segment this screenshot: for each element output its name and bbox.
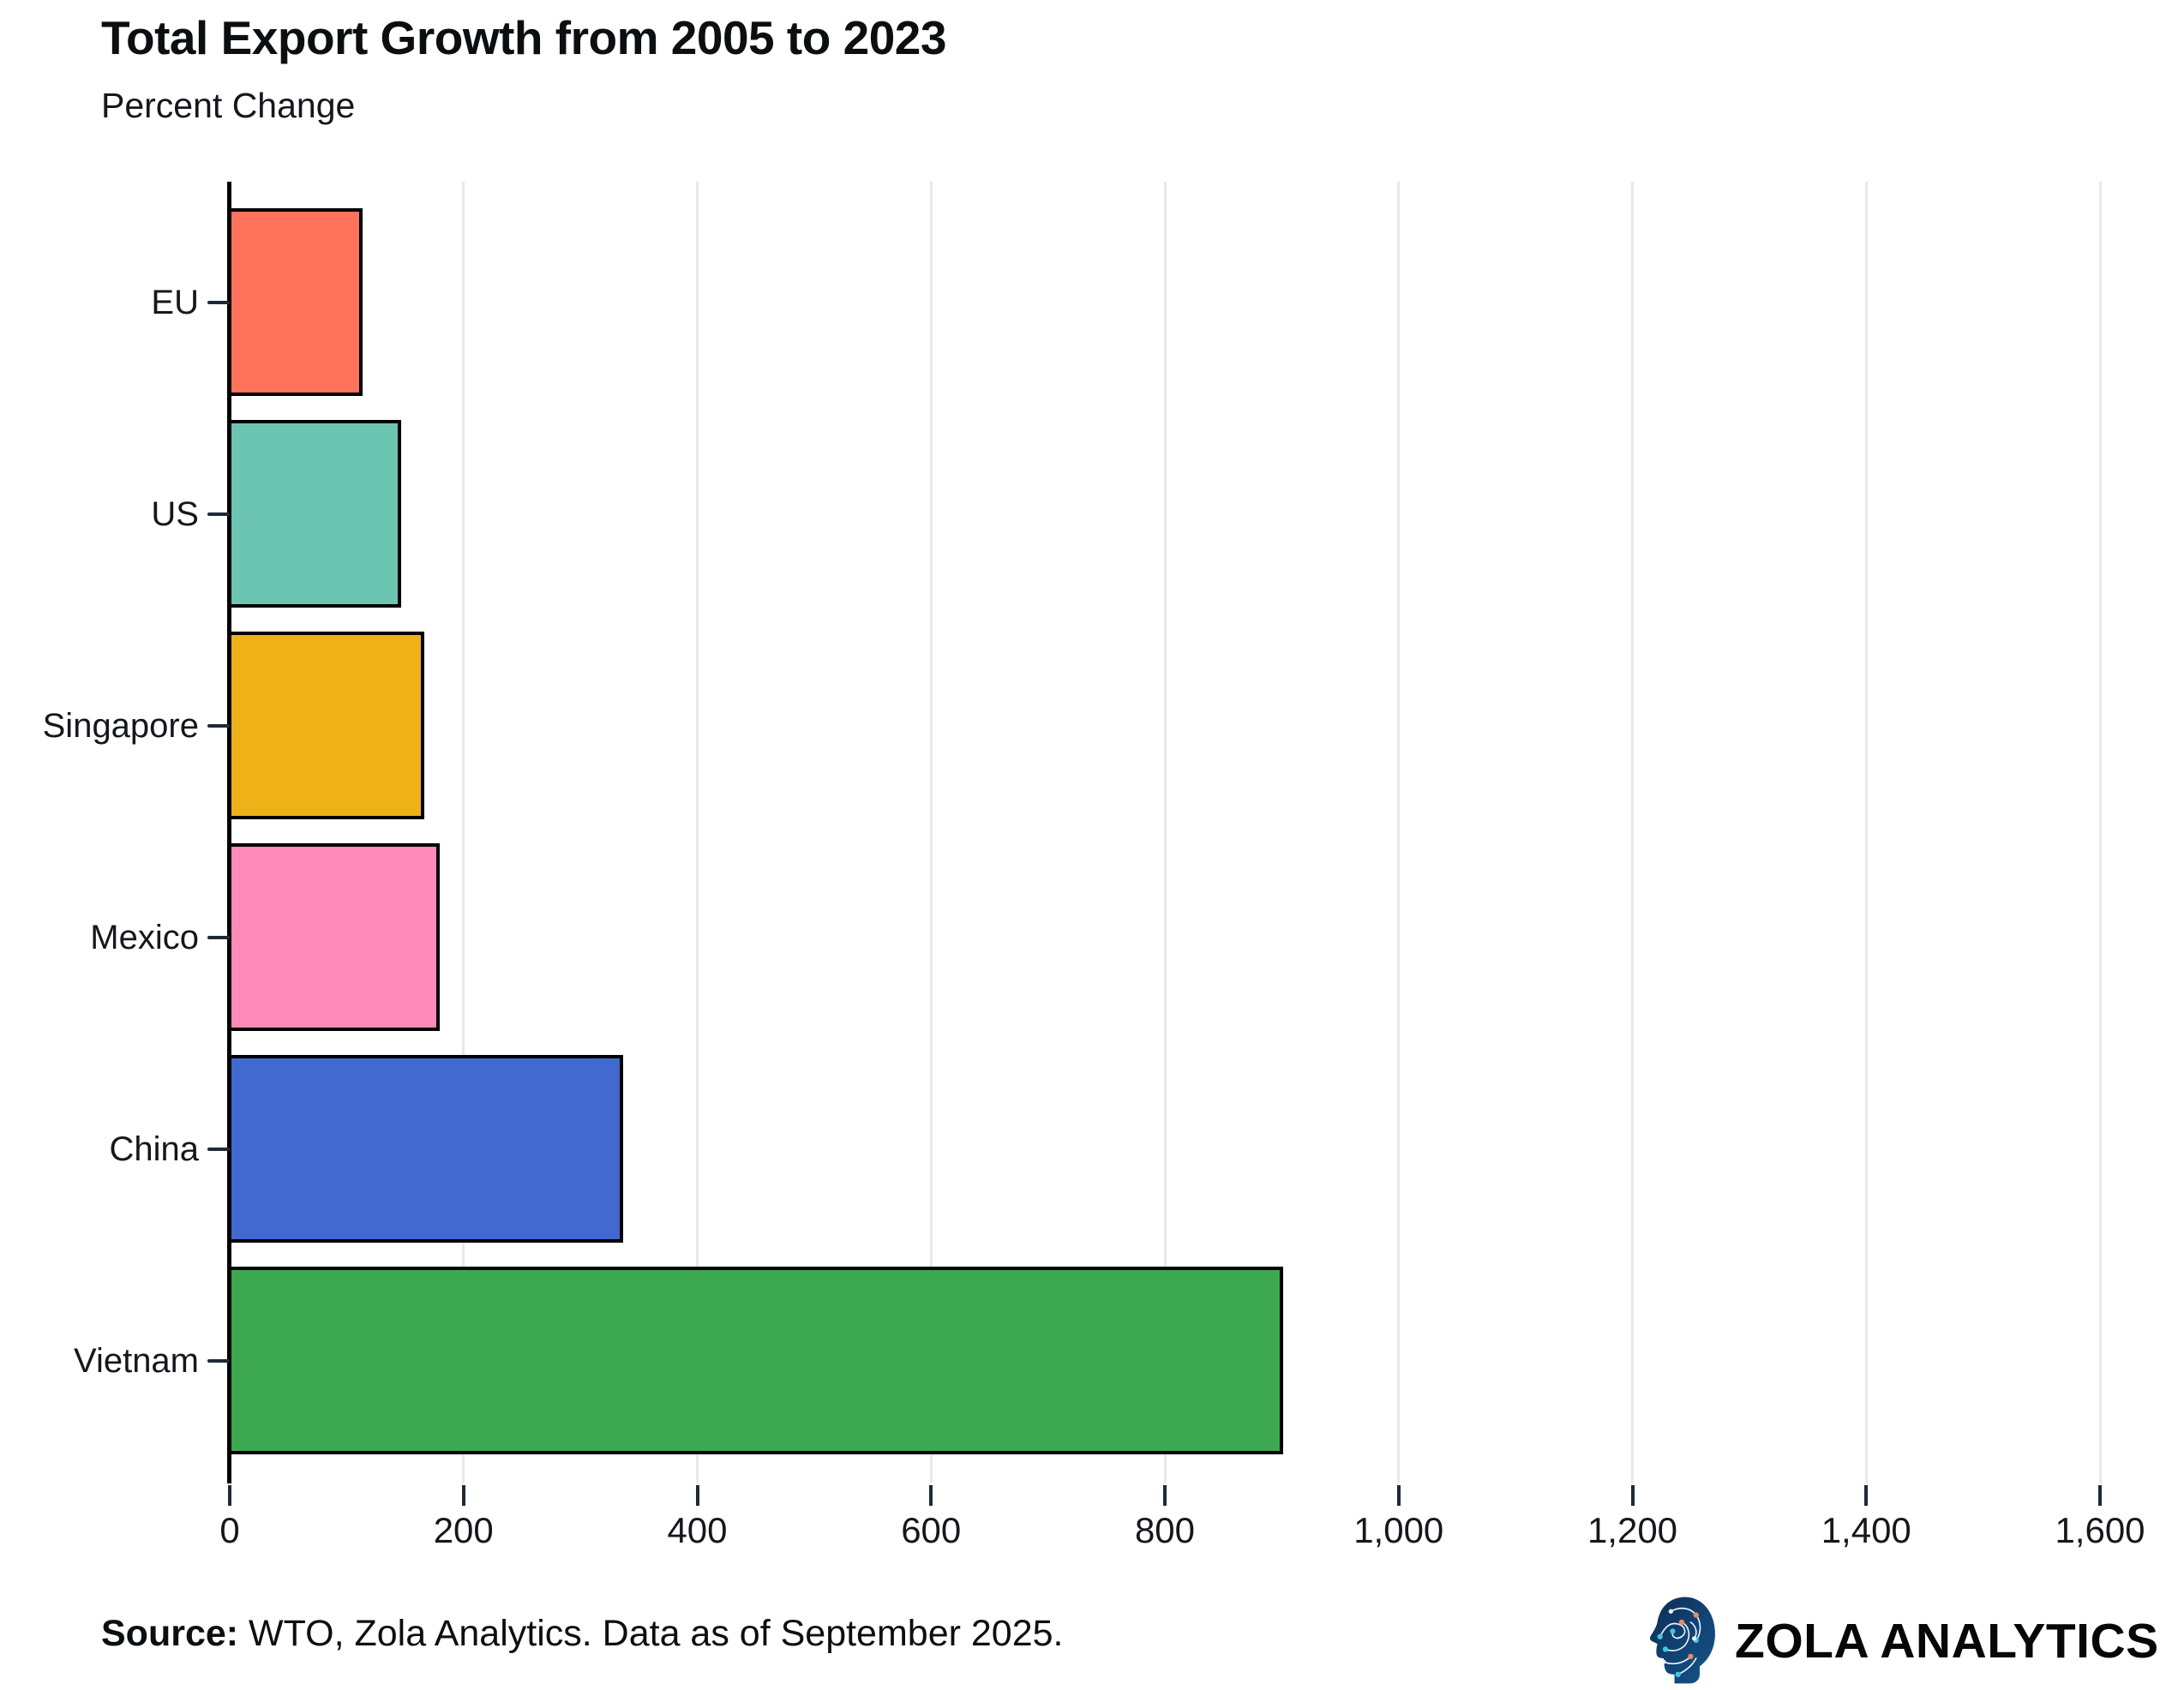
y-label-china: China (109, 1130, 199, 1168)
source-note: Source: WTO, Zola Analytics. Data as of … (101, 1613, 1064, 1655)
x-label-400: 400 (667, 1510, 728, 1550)
chart-subtitle: Percent Change (101, 86, 356, 125)
gridline-800 (1163, 182, 1167, 1483)
x-tick-1200 (1630, 1485, 1635, 1506)
brand-logo: ZOLA ANALYTICS (1647, 1594, 2159, 1688)
gridline-400 (696, 182, 699, 1483)
y-label-eu: EU (151, 283, 199, 321)
x-tick-600 (929, 1485, 933, 1506)
bar-us (228, 420, 401, 608)
y-tick-vietnam (207, 1358, 230, 1363)
x-label-600: 600 (901, 1510, 962, 1550)
x-tick-0 (228, 1485, 231, 1506)
x-tick-200 (461, 1485, 465, 1506)
y-tick-eu (207, 300, 230, 304)
x-tick-1600 (2098, 1485, 2102, 1506)
gridline-600 (929, 182, 933, 1483)
source-label: Source: (101, 1613, 239, 1654)
x-tick-1400 (1864, 1485, 1869, 1506)
y-tick-china (207, 1147, 230, 1151)
y-label-singapore: Singapore (42, 706, 199, 745)
x-label-1400: 1,400 (1821, 1510, 1911, 1550)
x-label-200: 200 (433, 1510, 494, 1550)
bar-china (228, 1055, 623, 1243)
y-label-vietnam: Vietnam (73, 1341, 199, 1380)
y-label-us: US (151, 494, 199, 533)
x-label-1600: 1,600 (2055, 1510, 2145, 1550)
bar-singapore (228, 632, 425, 819)
gridline-1000 (1397, 182, 1401, 1483)
y-tick-mexico (207, 935, 230, 939)
bar-vietnam (228, 1267, 1284, 1454)
gridline-200 (462, 182, 465, 1483)
x-label-1000: 1,000 (1353, 1510, 1444, 1550)
x-label-800: 800 (1134, 1510, 1196, 1550)
bar-eu (228, 208, 363, 396)
source-text: WTO, Zola Analytics. Data as of Septembe… (238, 1613, 1064, 1654)
bar-mexico (228, 843, 440, 1031)
y-tick-singapore (207, 723, 230, 728)
x-label-1200: 1,200 (1587, 1510, 1678, 1550)
gridline-1600 (2098, 182, 2102, 1483)
x-tick-1000 (1396, 1485, 1401, 1506)
y-tick-us (207, 512, 230, 516)
x-label-0: 0 (219, 1510, 240, 1550)
brand-name: ZOLA ANALYTICS (1735, 1614, 2159, 1669)
brain-circuit-head-icon (1649, 1597, 1715, 1684)
x-tick-400 (695, 1485, 699, 1506)
x-tick-800 (1163, 1485, 1167, 1506)
y-axis-line (227, 182, 231, 1483)
gridline-1400 (1864, 182, 1868, 1483)
gridline-1200 (1631, 182, 1634, 1483)
y-label-mexico: Mexico (90, 918, 199, 956)
chart-title: Total Export Growth from 2005 to 2023 (101, 11, 946, 64)
